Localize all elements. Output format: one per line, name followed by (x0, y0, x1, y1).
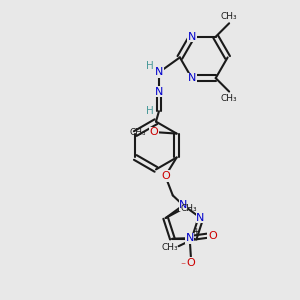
Text: N: N (155, 87, 163, 97)
Text: N: N (155, 68, 163, 77)
Text: H: H (146, 61, 153, 71)
Text: O: O (150, 127, 158, 137)
Text: ⁻: ⁻ (181, 261, 186, 271)
Text: O: O (208, 231, 217, 241)
Text: CH₃: CH₃ (221, 12, 237, 21)
Text: N: N (188, 32, 196, 42)
Text: N: N (185, 233, 194, 243)
Text: CH₃: CH₃ (130, 128, 146, 136)
Text: N: N (188, 73, 196, 83)
Text: O: O (187, 258, 195, 268)
Text: N: N (196, 213, 205, 223)
Text: N: N (179, 200, 188, 210)
Text: O: O (161, 171, 170, 181)
Text: +: + (193, 227, 200, 236)
Text: CH₃: CH₃ (221, 94, 237, 103)
Text: CH₃: CH₃ (181, 204, 197, 213)
Text: CH₃: CH₃ (162, 243, 178, 252)
Text: H: H (146, 106, 154, 116)
